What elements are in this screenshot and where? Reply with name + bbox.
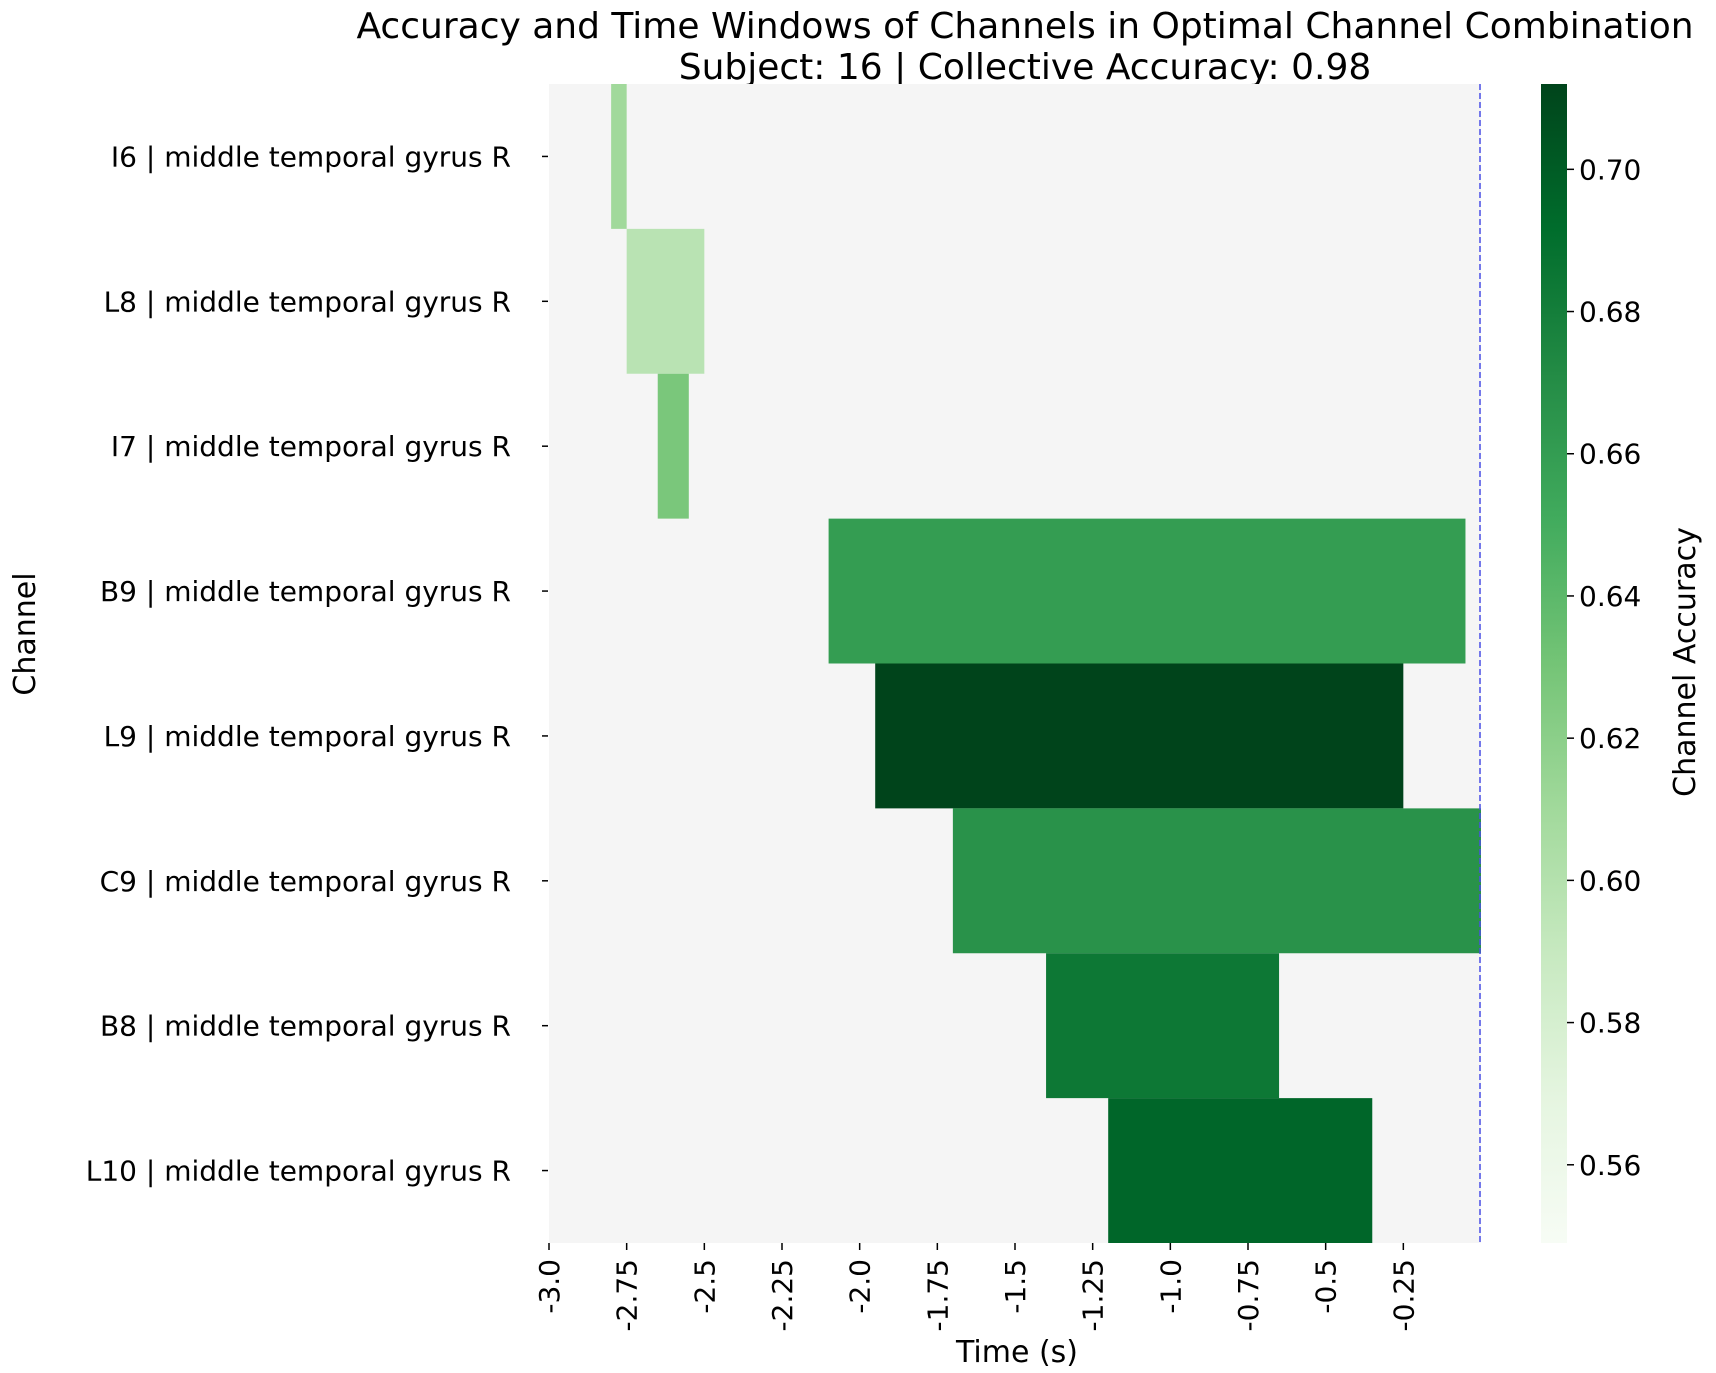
heatmap-cells: [611, 84, 1481, 1243]
colorbar-label: Channel Accuracy: [1668, 527, 1703, 797]
colorbar-tick-label: 0.70: [1579, 153, 1641, 186]
x-tick-label: -0.5: [1310, 1259, 1343, 1314]
y-tick-label: I7 | middle temporal gyrus R: [111, 430, 511, 463]
y-tick-label: C9 | middle temporal gyrus R: [100, 865, 511, 898]
x-tick-label: -2.5: [688, 1259, 721, 1314]
x-tick-label: -2.0: [844, 1259, 877, 1314]
y-tick-label: I6 | middle temporal gyrus R: [111, 140, 511, 173]
y-tick-label: L9 | middle temporal gyrus R: [104, 720, 511, 753]
colorbar-ticks: 0.56 0.58 0.60 0.62 0.64 0.66 0.68 0.70: [1567, 153, 1641, 1182]
x-tick-label: -1.75: [921, 1259, 954, 1331]
heatmap-cell: [828, 518, 1466, 664]
heatmap-cell: [1108, 1098, 1373, 1243]
chart-title: Accuracy and Time Windows of Channels in…: [356, 6, 1693, 47]
x-axis-label: Time (s): [955, 1335, 1078, 1370]
heatmap-cell: [1046, 953, 1280, 1099]
chart-subtitle: Subject: 16 | Collective Accuracy: 0.98: [679, 47, 1372, 88]
x-tick-label: -3.0: [533, 1259, 566, 1314]
x-tick-label: -1.25: [1077, 1259, 1110, 1331]
y-tick-label: B9 | middle temporal gyrus R: [100, 575, 511, 608]
colorbar-tick-label: 0.68: [1579, 296, 1641, 329]
colorbar-tick-label: 0.58: [1579, 1007, 1641, 1040]
y-axis-ticks: I6 | middle temporal gyrus R L8 | middle …: [86, 140, 548, 1188]
colorbar-tick-label: 0.66: [1579, 438, 1641, 471]
colorbar-tick-label: 0.64: [1579, 580, 1641, 613]
colorbar-tick-label: 0.62: [1579, 722, 1641, 755]
y-tick-label: L8 | middle temporal gyrus R: [104, 285, 511, 318]
x-tick-label: -0.75: [1232, 1259, 1265, 1331]
x-tick-label: -2.75: [611, 1259, 644, 1331]
colorbar: [1541, 84, 1567, 1243]
heatmap-cell: [952, 808, 1481, 954]
x-tick-label: -1.5: [999, 1259, 1032, 1314]
heatmap-cell: [611, 84, 627, 229]
x-tick-label: -2.25: [766, 1259, 799, 1331]
heatmap-cell: [626, 228, 705, 374]
y-axis-label: Channel: [8, 572, 43, 695]
heatmap-cell: [875, 663, 1404, 809]
heatmap-cell: [657, 373, 689, 519]
y-tick-label: L10 | middle temporal gyrus R: [86, 1155, 511, 1188]
colorbar-tick-label: 0.56: [1579, 1149, 1641, 1182]
colorbar-tick-label: 0.60: [1579, 864, 1641, 897]
x-tick-label: -0.25: [1387, 1259, 1420, 1331]
x-tick-label: -1.0: [1154, 1259, 1187, 1314]
y-tick-label: B8 | middle temporal gyrus R: [100, 1010, 511, 1043]
x-axis-ticks: -3.0 -2.75 -2.5 -2.25 -2.0 -1.75 -1.5 -1.25 -1.0…: [533, 1243, 1420, 1331]
